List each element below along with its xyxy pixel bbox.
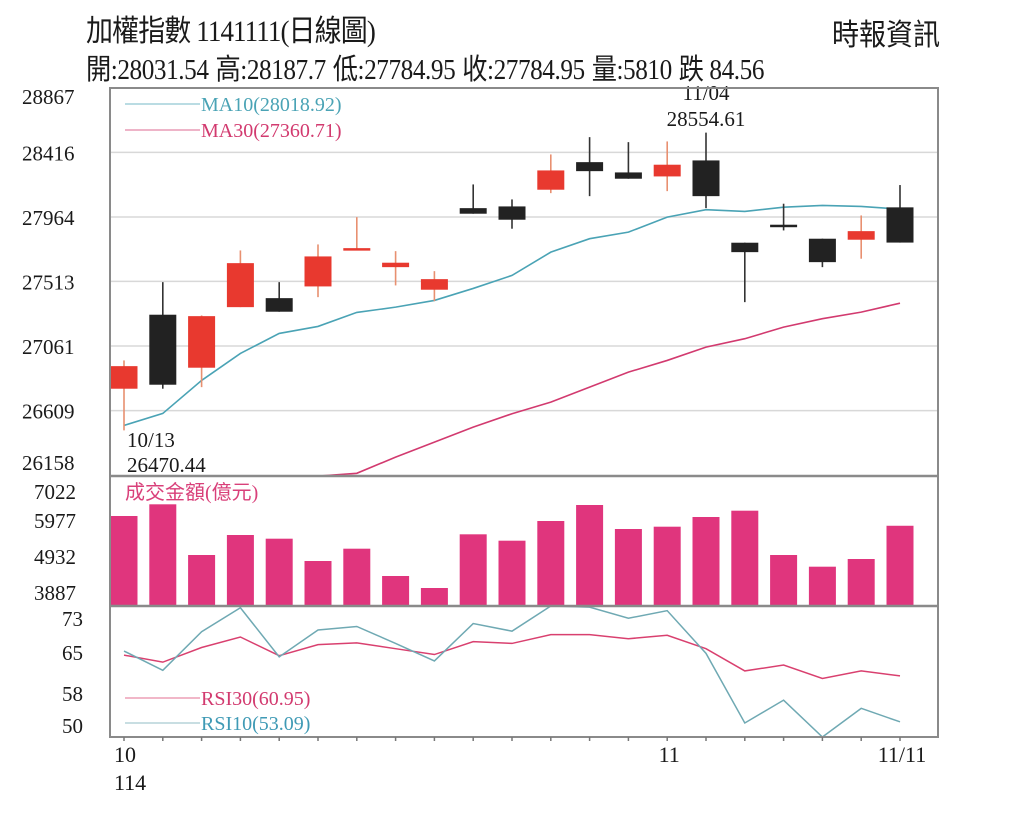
candle-down: [149, 314, 177, 385]
volume-bar: [459, 534, 487, 605]
candle-down: [498, 206, 526, 220]
volume-bar: [149, 504, 177, 605]
ma10-legend-label: MA10(28018.92): [201, 94, 342, 116]
volume-bar: [382, 576, 410, 605]
volume-tick-label: 5977: [34, 509, 76, 533]
x-tick-label: 11: [659, 742, 680, 767]
high-value: 高:28187.7: [215, 54, 326, 86]
candle-down: [886, 207, 914, 243]
candle-up: [653, 164, 681, 177]
y-tick-label: 26158: [22, 451, 75, 475]
close-value: 收:27784.95: [462, 54, 585, 86]
candle-down: [731, 242, 759, 253]
volume-bar: [770, 555, 798, 605]
rsi-tick-label: 50: [62, 714, 83, 738]
y-tick-label: 26609: [22, 400, 75, 424]
candle-down: [265, 298, 293, 312]
volume-bar: [265, 538, 293, 605]
rsi30-legend-label: RSI30(60.95): [201, 688, 310, 710]
rsi10-line: [123, 605, 901, 738]
y-tick-label: 28867: [22, 85, 75, 109]
x-tick-label: 10: [114, 742, 136, 767]
volume-value: 量:5810: [591, 54, 673, 86]
candle-up: [537, 170, 565, 190]
volume-bar: [808, 566, 836, 605]
rsi-tick-label: 58: [62, 682, 83, 706]
candle-down: [770, 224, 798, 228]
chart-title: 加權指數 1141111(日線圖): [86, 15, 376, 48]
volume-bar: [731, 510, 759, 605]
volume-bar: [110, 516, 138, 605]
candle-up: [382, 262, 410, 268]
volume-bar: [304, 561, 332, 605]
rsi-tick-label: 65: [62, 641, 83, 665]
x-tick-label: 11/11: [878, 742, 926, 767]
y-tick-label: 28416: [22, 141, 75, 165]
candle-down: [576, 162, 604, 172]
y-tick-label: 27513: [22, 270, 75, 294]
low-value: 低:27784.95: [332, 54, 456, 86]
source-label: 時報資訊: [832, 19, 940, 52]
candle-down: [692, 160, 720, 197]
candle-up: [847, 231, 875, 240]
high-date-label: 11/04: [682, 81, 730, 105]
candle-down: [808, 238, 836, 263]
x-tick-sublabel: 114: [114, 770, 146, 795]
volume-title: 成交金額(億元): [125, 481, 258, 504]
volume-bar: [188, 555, 216, 605]
y-tick-label: 27964: [22, 206, 75, 230]
low-date-label: 10/13: [127, 428, 175, 452]
candle-up: [304, 256, 332, 287]
candle-up: [110, 366, 138, 389]
volume-bar: [537, 521, 565, 605]
volume-bar: [653, 526, 681, 605]
volume-bar: [420, 588, 448, 605]
low-value-label: 26470.44: [127, 453, 206, 477]
rsi30-line: [123, 633, 901, 680]
volume-bar: [226, 535, 254, 605]
volume-bar: [498, 540, 526, 605]
open-value: 開:28031.54: [86, 54, 209, 86]
change-value: 跌 84.56: [678, 54, 765, 86]
candle-down: [459, 208, 487, 214]
y-tick-label: 27061: [22, 335, 75, 359]
high-value-label: 28554.61: [667, 107, 746, 131]
volume-bar: [343, 548, 371, 605]
candle-up: [188, 316, 216, 368]
candle-up: [226, 263, 254, 308]
volume-bar: [886, 525, 914, 605]
volume-tick-label: 7022: [34, 480, 76, 504]
volume-bar: [576, 505, 604, 605]
candle-up: [343, 248, 371, 251]
ohlc-summary: 開:28031.54 高:28187.7 低:27784.95 收:27784.95 量…: [86, 46, 771, 88]
candle-down: [614, 172, 642, 179]
candle-up: [420, 279, 448, 290]
volume-bar: [614, 529, 642, 605]
ma30-legend-label: MA30(27360.71): [201, 120, 342, 142]
ma30-line: [322, 302, 901, 475]
ma10-line: [123, 204, 901, 427]
rsi-tick-label: 73: [62, 607, 83, 631]
rsi10-legend-label: RSI10(53.09): [201, 713, 310, 735]
volume-bar: [847, 559, 875, 605]
volume-bar: [692, 517, 720, 605]
volume-tick-label: 3887: [34, 581, 76, 605]
volume-tick-label: 4932: [34, 545, 76, 569]
chart-frame: [109, 87, 939, 738]
